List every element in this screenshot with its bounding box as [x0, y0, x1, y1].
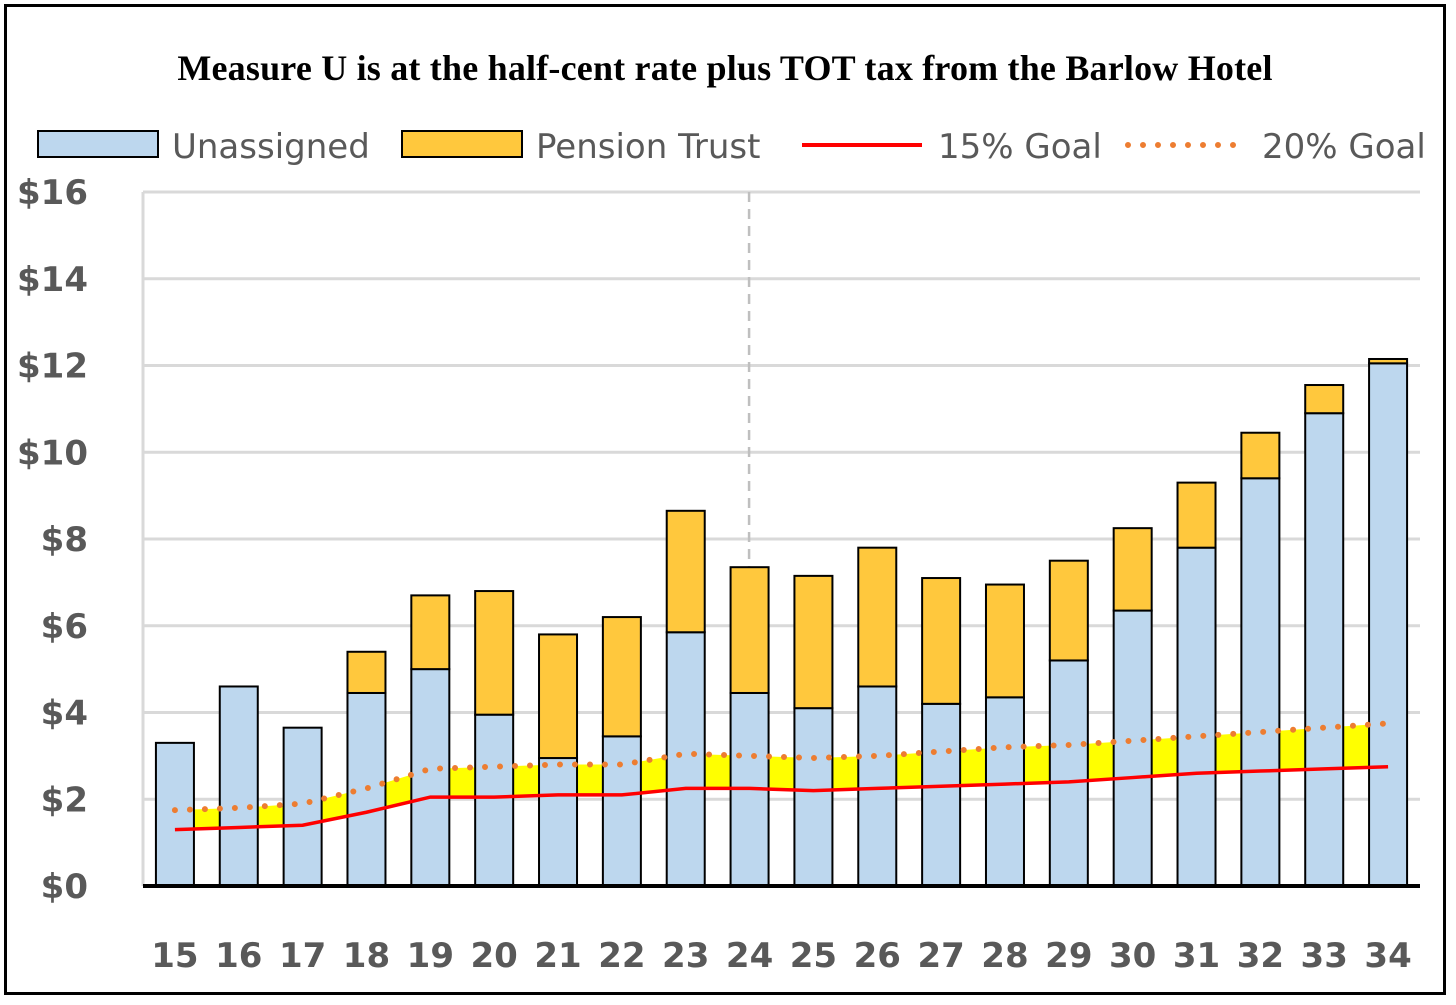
y-tick-label: $16: [17, 173, 88, 213]
bar-unassigned: [1112, 609, 1153, 887]
y-tick-label: $12: [17, 347, 88, 387]
x-tick-label: 24: [726, 936, 773, 976]
bar-pension-trust: [1176, 481, 1217, 549]
bar-unassigned: [282, 726, 323, 888]
bar-unassigned: [665, 631, 706, 887]
bar-unassigned: [154, 741, 195, 887]
bar-unassigned: [984, 696, 1025, 887]
bar-unassigned: [1368, 362, 1409, 887]
x-tick-label: 22: [598, 936, 645, 976]
bar-pension-trust: [410, 594, 451, 671]
legend-swatch-unassigned: [37, 130, 159, 158]
bar-pension-trust: [1304, 384, 1345, 415]
x-tick-label: 26: [854, 936, 901, 976]
y-tick-label: $2: [41, 780, 88, 820]
bar-pension-trust: [921, 577, 962, 705]
x-tick-label: 23: [662, 936, 709, 976]
x-axis: 15 16 17 18 19 20 21 22 23 24 25 26 27 28 29 30 31 32 33 34: [143, 884, 1420, 976]
y-tick-label: $6: [41, 607, 88, 647]
bar-pension-trust: [1048, 559, 1089, 662]
y-tick-label: $0: [41, 867, 88, 907]
x-tick-label: 34: [1364, 936, 1411, 976]
bar-pension-trust: [538, 633, 579, 760]
legend-label-20-goal: 20% Goal: [1262, 127, 1426, 167]
x-tick-label: 17: [279, 936, 326, 976]
bar-pension-trust: [793, 574, 834, 710]
x-tick-label: 25: [790, 936, 837, 976]
x-tick-label: 30: [1109, 936, 1156, 976]
bar-pension-trust: [1368, 357, 1409, 365]
x-tick-label: 29: [1045, 936, 1092, 976]
x-tick-label: 28: [981, 936, 1028, 976]
y-tick-label: $10: [17, 433, 88, 473]
bar-pension-trust: [984, 583, 1025, 699]
x-tick-label: 21: [534, 936, 581, 976]
legend-label-unassigned: Unassigned: [172, 127, 370, 167]
x-tick-label: 33: [1301, 936, 1348, 976]
y-tick-label: $14: [17, 260, 88, 300]
chart-title: Measure U is at the half-cent rate plus …: [177, 48, 1273, 88]
x-tick-label: 32: [1237, 936, 1284, 976]
bar-unassigned: [1176, 546, 1217, 887]
bar-unassigned: [538, 757, 579, 888]
bar-pension-trust: [474, 590, 515, 716]
bar-pension-trust: [601, 616, 642, 738]
bar-pension-trust: [857, 546, 898, 688]
x-tick-label: 16: [215, 936, 262, 976]
goal-lines: [171, 720, 1392, 832]
bar-pension-trust: [1240, 431, 1281, 480]
x-tick-label: 19: [407, 936, 454, 976]
bar-unassigned: [218, 685, 259, 887]
x-tick-label: 27: [917, 936, 964, 976]
bar-unassigned: [1304, 412, 1345, 887]
bar-unassigned: [410, 668, 451, 887]
bars: [154, 357, 1409, 888]
bar-pension-trust: [346, 650, 387, 694]
legend-label-15-goal: 15% Goal: [938, 127, 1102, 167]
line-20-goal: [171, 720, 1392, 814]
bar-unassigned: [1048, 659, 1089, 888]
legend-label-pension-trust: Pension Trust: [536, 127, 760, 167]
x-tick-label: 20: [471, 936, 518, 976]
bar-pension-trust: [665, 509, 706, 634]
bar-unassigned: [474, 713, 515, 888]
y-tick-label: $4: [41, 694, 88, 734]
bar-pension-trust: [729, 566, 770, 694]
legend-swatch-pension-trust: [401, 130, 523, 158]
legend: Unassigned Pension Trust 15% Goal 20% Go…: [37, 127, 1426, 167]
bar-unassigned: [601, 735, 642, 888]
bar-unassigned: [793, 707, 834, 887]
y-tick-label: $8: [41, 520, 88, 560]
bar-unassigned: [921, 702, 962, 888]
bar-pension-trust: [1112, 527, 1153, 612]
y-axis: $0 $2 $4 $6 $8 $10 $12 $14 $16: [17, 173, 145, 907]
x-tick-label: 15: [151, 936, 198, 976]
line-15-goal: [174, 764, 1389, 832]
bar-unassigned: [1240, 477, 1281, 887]
x-tick-label: 31: [1173, 936, 1220, 976]
x-tick-label: 18: [343, 936, 390, 976]
